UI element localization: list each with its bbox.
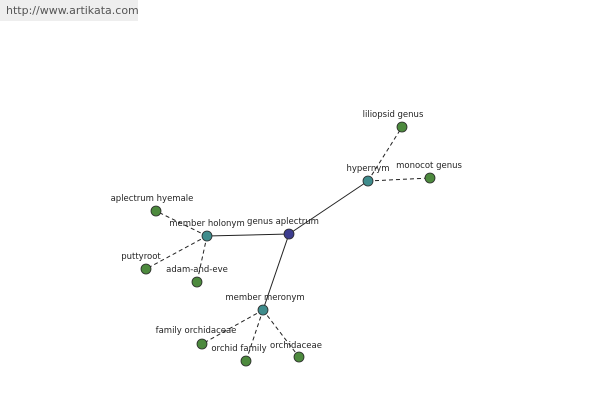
node-label: orchid family [211, 344, 266, 354]
dashed-edge [145, 235, 208, 270]
node [196, 338, 208, 350]
dashed-edge [367, 126, 403, 182]
dashed-edge [367, 177, 431, 182]
dashed-edge [201, 309, 264, 345]
dashed-edge [245, 309, 264, 362]
node [150, 205, 162, 217]
node-label: puttyroot [121, 252, 161, 262]
node [191, 276, 203, 288]
node-label: hypernym [346, 164, 389, 174]
edge [206, 233, 290, 237]
node-label: adam-and-eve [166, 265, 228, 275]
node [283, 228, 295, 240]
node-label: aplectrum hyemale [111, 194, 194, 204]
node-label: orchidaceae [270, 341, 322, 351]
node-label: member holonym [169, 219, 244, 229]
node [424, 172, 436, 184]
dashed-edge [262, 309, 300, 358]
edge [288, 180, 369, 235]
edges [145, 126, 431, 362]
node-label: liliopsid genus [363, 110, 424, 120]
node [140, 263, 152, 275]
node [293, 351, 305, 363]
node-label: genus aplectrum [247, 217, 319, 227]
node [257, 304, 269, 316]
node-label: member meronym [225, 293, 304, 303]
nodes: genus aplectrum hypernym liliopsid genus mo… [111, 110, 462, 367]
dashed-edge [196, 235, 208, 283]
node [362, 175, 374, 187]
node [201, 230, 213, 242]
node [240, 355, 252, 367]
node [396, 121, 408, 133]
edge [262, 233, 290, 311]
node-label: family orchidaceae [156, 326, 237, 336]
site-url: http://www.artikata.com [0, 0, 139, 21]
node-label: monocot genus [396, 161, 462, 171]
dashed-edge [155, 210, 208, 237]
